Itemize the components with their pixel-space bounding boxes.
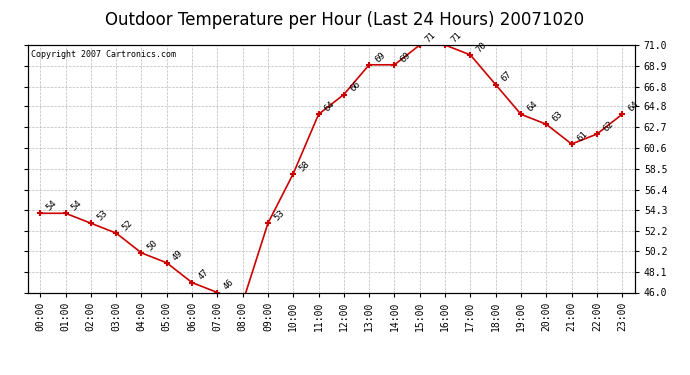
Text: 71: 71 xyxy=(424,30,438,44)
Text: 49: 49 xyxy=(171,248,185,262)
Text: 47: 47 xyxy=(196,268,210,282)
Text: 71: 71 xyxy=(449,30,463,44)
Text: 54: 54 xyxy=(44,198,59,213)
Text: 64: 64 xyxy=(525,99,539,114)
Text: 53: 53 xyxy=(272,209,286,222)
Text: 61: 61 xyxy=(575,129,590,143)
Text: 69: 69 xyxy=(373,50,387,64)
Text: 45: 45 xyxy=(0,374,1,375)
Text: Copyright 2007 Cartronics.com: Copyright 2007 Cartronics.com xyxy=(30,50,176,59)
Text: 54: 54 xyxy=(70,198,83,213)
Text: 50: 50 xyxy=(146,238,159,252)
Text: 46: 46 xyxy=(221,278,235,292)
Text: 64: 64 xyxy=(627,99,640,114)
Text: 67: 67 xyxy=(500,70,514,84)
Text: 52: 52 xyxy=(120,218,135,232)
Text: 63: 63 xyxy=(551,110,564,123)
Text: 53: 53 xyxy=(95,209,109,222)
Text: 64: 64 xyxy=(323,99,337,114)
Text: 62: 62 xyxy=(601,119,615,134)
Text: 66: 66 xyxy=(348,80,362,94)
Text: 70: 70 xyxy=(475,40,489,54)
Text: 58: 58 xyxy=(297,159,311,173)
Text: Outdoor Temperature per Hour (Last 24 Hours) 20071020: Outdoor Temperature per Hour (Last 24 Ho… xyxy=(106,11,584,29)
Text: 69: 69 xyxy=(399,50,413,64)
